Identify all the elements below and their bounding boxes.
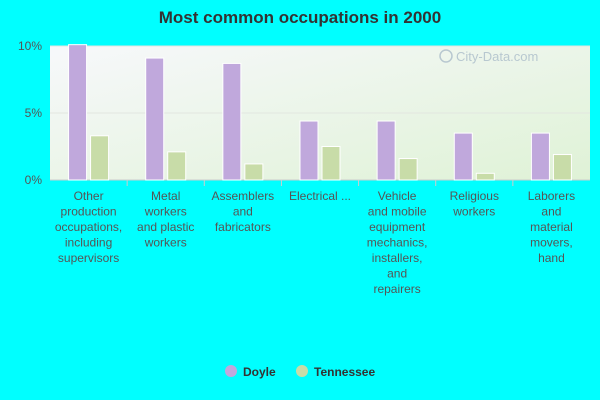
x-category-label: Vehicle and mobile equipment mechanics, inst… [367,189,428,296]
bar-tennessee[interactable] [552,154,572,181]
x-category-label-line: material [530,220,573,234]
bar-doyle[interactable] [530,132,550,181]
legend: Doyle Tennessee [225,365,375,379]
x-category-label-line: equipment [369,220,426,234]
bars [68,44,572,181]
legend-label-doyle: Doyle [243,365,276,379]
y-axis-ticks: 0% 5% 10% [18,39,42,187]
x-category-label-line: and [387,267,407,281]
x-category-label-line: Other [74,189,104,203]
x-category-label-line: Laborers [528,189,575,203]
x-category-label-line: production [61,205,117,219]
watermark: City-Data.com [439,49,538,64]
chart-title: Most common occupations in 2000 [158,8,442,27]
y-tick-label: 5% [25,106,43,120]
legend-label-tennessee: Tennessee [314,365,375,379]
y-tick-label: 0% [25,173,43,187]
bar-doyle[interactable] [222,62,242,181]
x-category-label-line: workers [452,205,495,219]
bar-tennessee[interactable] [321,146,341,181]
grid-lines [50,45,590,186]
x-category-label-line: repairers [373,282,420,296]
x-category-label-line: Vehicle [378,189,417,203]
x-category-label-line: including [65,236,112,250]
bar-doyle[interactable] [453,132,473,181]
x-category-label: Other production occupations, including supe… [55,189,122,265]
x-category-label-line: mechanics, [367,236,428,250]
x-category-label: Electrical ... [289,189,351,203]
x-category-label: Assemblers and fabricators [212,189,275,234]
x-category-label-line: Metal [151,189,180,203]
x-category-label-line: and plastic [137,220,194,234]
x-category-label-line: Assemblers [212,189,275,203]
x-category-label-line: and [541,205,561,219]
x-category-label-line: occupations, [55,220,122,234]
bar-doyle[interactable] [145,57,165,181]
bar-doyle[interactable] [376,120,396,181]
legend-swatch-doyle [225,365,237,377]
x-category-label-line: hand [538,251,565,265]
x-axis-labels: Other production occupations, including supe… [55,189,575,296]
x-category-label-line: workers [144,236,187,250]
x-category-label: Metal workers and plastic workers [137,189,194,250]
watermark-globe-icon [439,49,453,63]
bar-tennessee[interactable] [398,158,418,181]
x-category-label-line: and mobile [368,205,427,219]
x-category-label-line: supervisors [58,251,119,265]
y-tick-label: 10% [18,39,42,53]
x-category-label: Religious workers [450,189,499,219]
bar-tennessee[interactable] [90,135,110,181]
x-category-label-line: installers, [372,251,423,265]
bar-tennessee[interactable] [475,172,495,181]
x-category-label-line: fabricators [215,220,271,234]
legend-swatch-tennessee [296,365,308,377]
x-category-label-line: Electrical ... [289,189,351,203]
x-category-label-line: movers, [530,236,573,250]
x-category-label-line: and [233,205,253,219]
x-category-label: Laborers and material movers, hand [528,189,575,265]
watermark-text: City-Data.com [456,49,538,64]
x-category-label-line: workers [144,205,187,219]
bar-doyle[interactable] [68,44,88,181]
bar-tennessee[interactable] [167,151,187,181]
bar-doyle[interactable] [299,120,319,181]
bar-tennessee[interactable] [244,163,264,181]
x-category-label-line: Religious [450,189,499,203]
